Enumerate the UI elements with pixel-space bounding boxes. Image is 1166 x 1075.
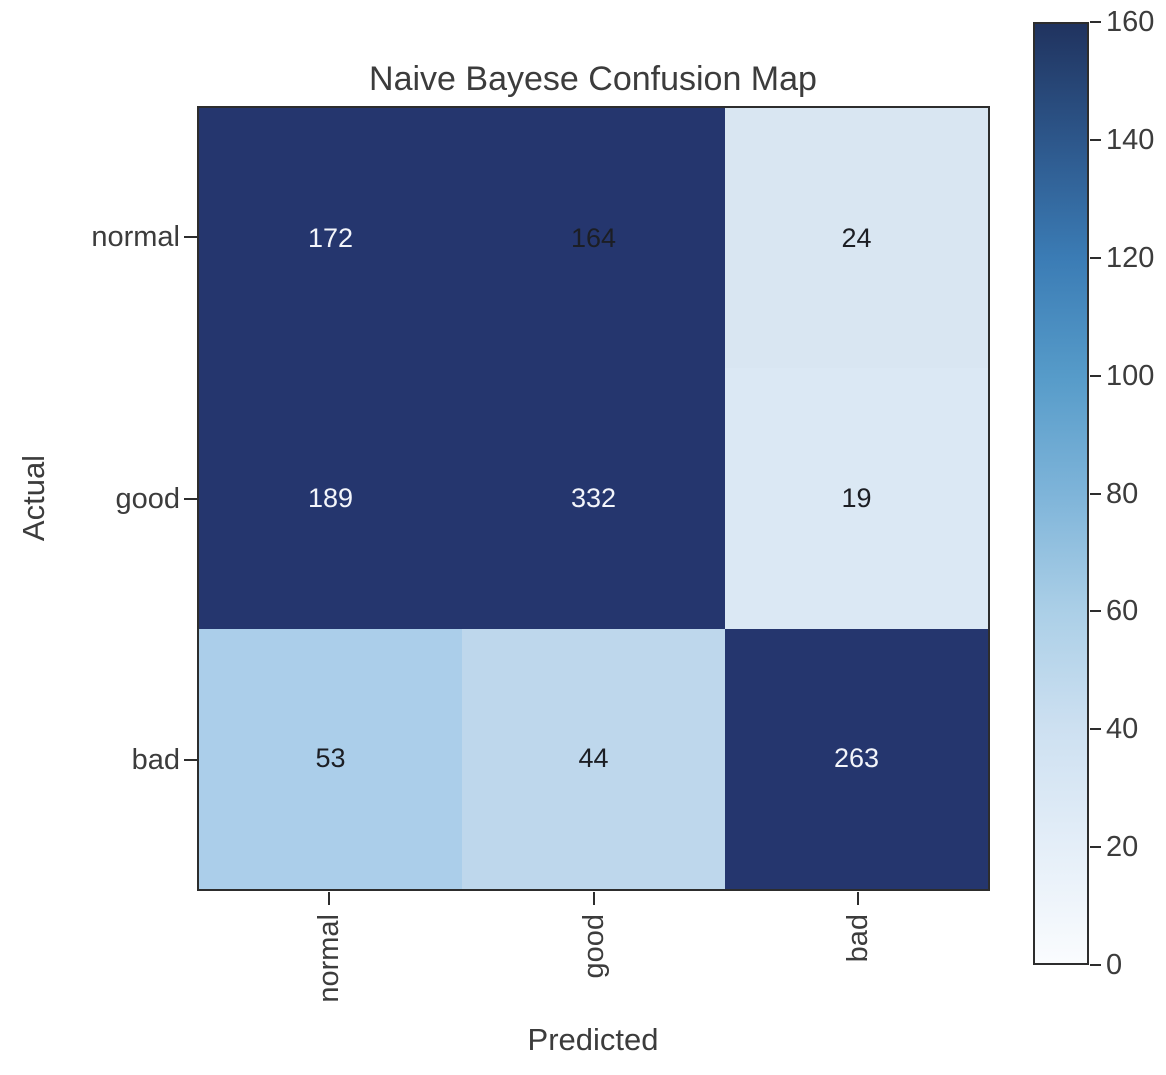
heatmap-cell: 24 <box>725 108 988 369</box>
y-tick-label: bad <box>131 744 180 777</box>
colorbar-tick-mark <box>1090 492 1101 495</box>
colorbar-tick-label: 0 <box>1106 949 1123 981</box>
y-tick-mark <box>184 235 197 238</box>
heatmap-cell: 189 <box>199 368 462 629</box>
chart-title: Naive Bayese Confusion Map <box>369 60 817 98</box>
colorbar-tick-mark <box>1090 138 1101 141</box>
y-tick-mark <box>184 497 197 500</box>
colorbar-tick-label: 100 <box>1106 359 1155 392</box>
colorbar-tick-label: 160 <box>1106 6 1155 38</box>
y-tick-label: normal <box>91 220 180 253</box>
heatmap-cell: 172 <box>199 108 462 369</box>
colorbar-tick-label: 60 <box>1106 595 1139 628</box>
colorbar-tick-mark <box>1090 964 1101 966</box>
colorbar-tick-mark <box>1090 846 1101 849</box>
colorbar-tick-label: 80 <box>1106 477 1139 510</box>
x-tick-mark <box>328 892 331 905</box>
colorbar-tick-mark <box>1090 21 1101 23</box>
heatmap-cell: 164 <box>462 108 725 369</box>
heatmap-cell: 332 <box>462 368 725 629</box>
x-tick-label: bad <box>841 914 874 963</box>
colorbar <box>1033 22 1089 965</box>
heatmap-cell: 263 <box>725 628 988 889</box>
colorbar-tick-label: 140 <box>1106 123 1155 156</box>
colorbar-gradient <box>1035 24 1087 963</box>
colorbar-tick-label: 40 <box>1106 713 1139 746</box>
colorbar-tick-label: 20 <box>1106 831 1139 864</box>
x-tick-label: normal <box>313 914 346 1003</box>
y-tick-mark <box>184 759 197 762</box>
x-axis-title: Predicted <box>527 1022 659 1057</box>
colorbar-tick-mark <box>1090 728 1101 731</box>
x-tick-mark <box>592 892 595 905</box>
x-tick-mark <box>856 892 859 905</box>
x-tick-label: good <box>577 914 610 979</box>
heatmap-cell: 53 <box>199 628 462 889</box>
colorbar-tick-mark <box>1090 374 1101 377</box>
heatmap-cell: 44 <box>462 628 725 889</box>
y-tick-label: good <box>115 482 180 515</box>
heatmap-cell: 19 <box>725 368 988 629</box>
heatmap-grid: 172 164 24 189 332 19 53 44 263 <box>197 106 990 891</box>
colorbar-tick-mark <box>1090 256 1101 259</box>
colorbar-tick-mark <box>1090 610 1101 613</box>
colorbar-tick-label: 120 <box>1106 241 1155 274</box>
